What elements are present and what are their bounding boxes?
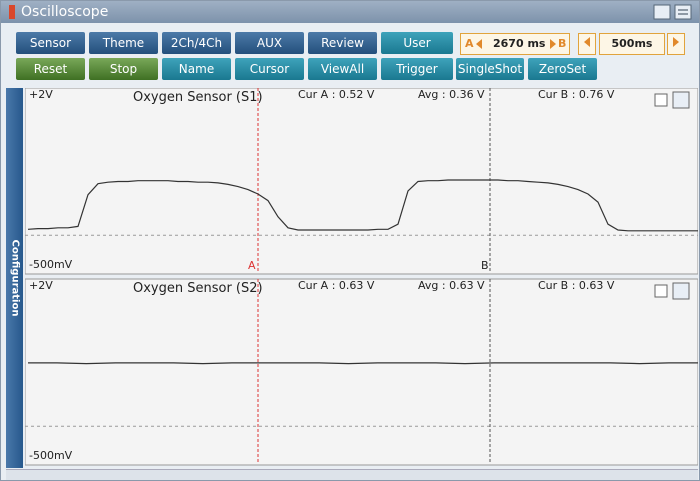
toolbar-button[interactable]: Review (308, 32, 377, 54)
signal-trace (28, 362, 698, 365)
toolbar-button[interactable]: User Setting (381, 32, 453, 72)
cursor-a-value: Cur A : 0.63 V (298, 279, 375, 292)
average-value: Avg : 0.63 V (418, 279, 485, 292)
window-title: Oscilloscope (21, 4, 109, 20)
sidebar-label: Configuration (9, 239, 20, 317)
scale-bottom: -500mV (29, 258, 73, 271)
title-bar: Oscilloscope (1, 1, 699, 23)
time-div: 500ms (599, 33, 665, 55)
toolbar-button[interactable]: Reset (16, 58, 85, 80)
arrow-left (476, 39, 482, 49)
toolbar-button[interactable]: Sensor (16, 32, 85, 54)
panel-maximize[interactable] (672, 91, 690, 109)
arrow-right (550, 39, 556, 49)
app-icon (9, 5, 15, 19)
channel-panel (25, 278, 698, 466)
toolbar-button[interactable]: Stop (89, 58, 158, 80)
cursor-a-label: A (248, 259, 256, 272)
channel-name: Oxygen Sensor (S1) (133, 90, 263, 105)
arrow-right (673, 37, 679, 47)
arrow-left (584, 37, 590, 47)
channel-name: Oxygen Sensor (S2) (133, 281, 263, 296)
scrollbar[interactable] (6, 469, 698, 480)
panel-maximize[interactable] (672, 282, 690, 300)
average-value: Avg : 0.36 V (418, 88, 485, 101)
cursor-b-tag: B (558, 37, 567, 50)
toolbar-button[interactable]: Name (162, 58, 231, 80)
cursor-time-value: 2670 ms (493, 37, 546, 50)
cursor-b-value: Cur B : 0.76 V (538, 88, 615, 101)
toolbar-button[interactable]: AUX (235, 32, 304, 54)
time-dec[interactable] (578, 33, 596, 55)
plot-area: +2V -500mV Oxygen Sensor (S1) Cur A : 0.52 … (25, 88, 698, 466)
toolbar-button[interactable]: SingleShot (456, 58, 524, 80)
cursor-a-value: Cur A : 0.52 V (298, 88, 375, 101)
toolbar-button[interactable]: Theme (89, 32, 158, 54)
toolbar-button[interactable]: 2Ch/4Ch (162, 32, 231, 54)
toolbar-button[interactable]: ZeroSet (528, 58, 597, 80)
scale-top: +2V (29, 88, 53, 101)
panel-toggle[interactable] (654, 284, 668, 298)
toolbar-button[interactable]: Trigger (381, 58, 453, 80)
signal-trace (27, 179, 698, 232)
scale-bottom: -500mV (29, 449, 73, 462)
scale-top: +2V (29, 279, 53, 292)
panel-toggle[interactable] (654, 93, 668, 107)
sidebar[interactable]: Configuration (6, 88, 23, 468)
toolbar-button[interactable]: ViewAll (308, 58, 377, 80)
cursor-b-value: Cur B : 0.63 V (538, 279, 615, 292)
toolbar-button[interactable]: Cursor (235, 58, 304, 80)
cursor-time-box[interactable]: A 2670 ms B (460, 33, 570, 55)
cursor-a-tag: A (465, 37, 474, 50)
window-controls[interactable] (653, 3, 693, 21)
time-inc[interactable] (667, 33, 685, 55)
cursor-b-label: B (481, 259, 489, 272)
